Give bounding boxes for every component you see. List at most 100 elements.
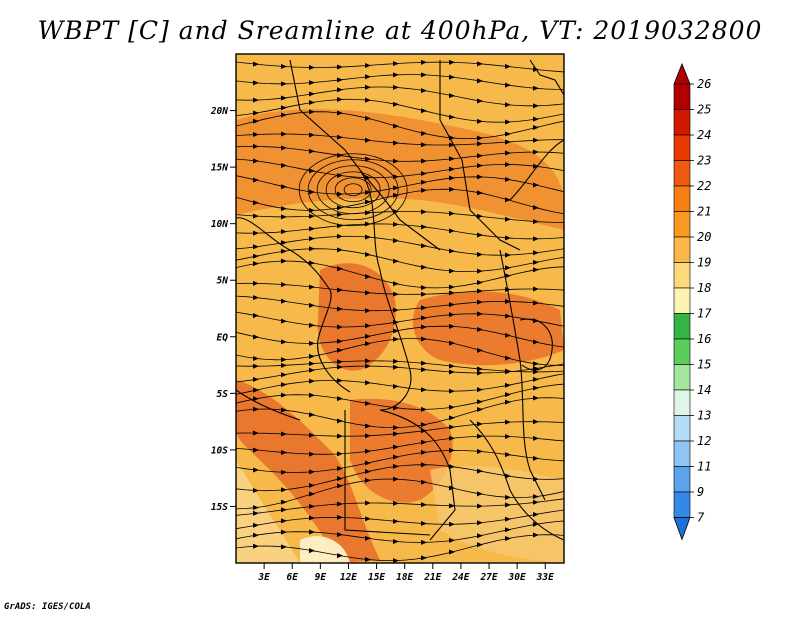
- streamline-arrow: [477, 288, 483, 294]
- streamline-arrow: [449, 503, 455, 509]
- streamline-arrow: [337, 465, 343, 471]
- border-line: [379, 409, 456, 541]
- colorbar-swatch: [673, 160, 691, 187]
- streamline-arrow: [533, 149, 539, 155]
- colorbar-swatch: [673, 185, 691, 212]
- streamline-arrow: [365, 210, 371, 216]
- streamline-arrow: [281, 184, 287, 190]
- lat-tick-label: 15S: [211, 502, 228, 513]
- streamline-arrow: [253, 430, 259, 436]
- lon-axis: 3E 6E 9E 12E 15E 18E 21E 24E 27E 30E 33E: [257, 563, 554, 583]
- colorbar-label: 9: [697, 485, 704, 499]
- streamline: [236, 133, 564, 146]
- streamline-arrow: [449, 435, 455, 441]
- streamline-arrow: [449, 142, 455, 148]
- streamline-arrow: [393, 158, 399, 164]
- colorbar-swatch: [673, 287, 691, 314]
- streamline-arrow: [281, 407, 287, 413]
- streamline-arrow: [477, 311, 483, 317]
- streamline: [236, 86, 564, 107]
- streamline-arrow: [533, 205, 539, 211]
- streamline-arrow: [281, 81, 287, 87]
- lon-tick-label: 18E: [396, 572, 413, 583]
- streamline-arrow: [393, 454, 399, 460]
- streamline-arrow: [393, 444, 399, 450]
- streamline-arrow: [449, 549, 455, 555]
- lon-tick-label: 9E: [315, 572, 327, 583]
- streamline-arrow: [393, 61, 399, 67]
- streamline-arrow: [253, 110, 259, 116]
- streamline: [236, 464, 564, 492]
- streamline-arrow: [505, 332, 511, 338]
- streamline-arrow: [337, 205, 343, 211]
- streamline-arrow: [477, 299, 483, 305]
- streamline-arrow: [281, 431, 287, 437]
- lat-tick-label: 10S: [211, 445, 228, 456]
- streamline-arrow: [533, 395, 539, 401]
- streamline-arrow: [281, 145, 287, 151]
- streamline: [236, 111, 564, 140]
- streamline-arrow: [281, 362, 287, 368]
- streamline-arrow: [421, 502, 427, 508]
- streamline-arrow: [533, 361, 539, 367]
- warm-patches: [236, 109, 564, 563]
- streamline-arrow: [505, 161, 511, 167]
- streamline-arrow: [477, 232, 483, 238]
- streamline-arrow: [253, 80, 259, 86]
- streamline-arrow: [421, 324, 427, 330]
- streamline-arrow: [505, 433, 511, 439]
- streamline-arrow: [393, 476, 399, 482]
- lon-tick-label: 6E: [287, 572, 299, 583]
- streamline: [236, 223, 564, 240]
- streamline-arrow: [281, 240, 287, 246]
- streamline: [236, 235, 564, 256]
- streamline-arrow: [505, 131, 511, 137]
- streamline-arrow: [253, 406, 259, 412]
- streamline: [236, 98, 564, 123]
- streamline-arrow: [281, 318, 287, 324]
- streamline-arrow: [421, 72, 427, 78]
- colorbar-swatch: [673, 466, 691, 493]
- streamline-arrow: [477, 406, 483, 412]
- streamline: [236, 509, 564, 530]
- streamline-arrow: [393, 238, 399, 244]
- colorbar-label: 13: [697, 409, 711, 423]
- colorbar-swatch: [673, 134, 691, 161]
- streamline-arrow: [281, 214, 287, 220]
- streamline-arrow: [533, 376, 539, 382]
- streamline-arrow: [421, 305, 427, 311]
- streamline-arrow: [533, 85, 539, 91]
- streamline-arrow: [365, 469, 371, 475]
- streamline-arrow: [393, 281, 399, 287]
- colorbar-swatch: [673, 389, 691, 416]
- streamline: [236, 435, 564, 455]
- streamline-arrow: [309, 451, 315, 457]
- streamline-arrow: [393, 383, 399, 389]
- streamline-arrow: [477, 370, 483, 376]
- streamline-arrow: [533, 259, 539, 265]
- streamline-arrow: [449, 93, 455, 99]
- streamline-arrow: [393, 518, 399, 524]
- streamline-arrow: [505, 473, 511, 479]
- streamline-arrow: [505, 197, 511, 203]
- streamline-arrow: [365, 460, 371, 466]
- streamline-arrow: [281, 507, 287, 513]
- streamline-arrow: [337, 77, 343, 83]
- streamline-arrow: [477, 520, 483, 526]
- streamline-arrow: [505, 176, 511, 182]
- lon-tick-label: 30E: [508, 572, 526, 583]
- lon-tick-label: 12E: [340, 572, 357, 583]
- streamline-arrow: [253, 313, 259, 319]
- streamline-arrow: [477, 327, 483, 333]
- streamline-arrow: [365, 137, 371, 143]
- streamline-arrow: [281, 131, 287, 137]
- streamline-arrow: [533, 103, 539, 109]
- vortex-streamline: [316, 165, 390, 215]
- streamline-arrow: [505, 392, 511, 398]
- streamline-arrow: [253, 376, 259, 382]
- streamline-arrow: [505, 119, 511, 125]
- streamline-arrow: [421, 449, 427, 455]
- chart-title: WBPT [C] and Sreamline at 400hPa, VT: 20…: [37, 16, 763, 45]
- streamline-arrow: [309, 515, 315, 521]
- border-line: [529, 59, 564, 96]
